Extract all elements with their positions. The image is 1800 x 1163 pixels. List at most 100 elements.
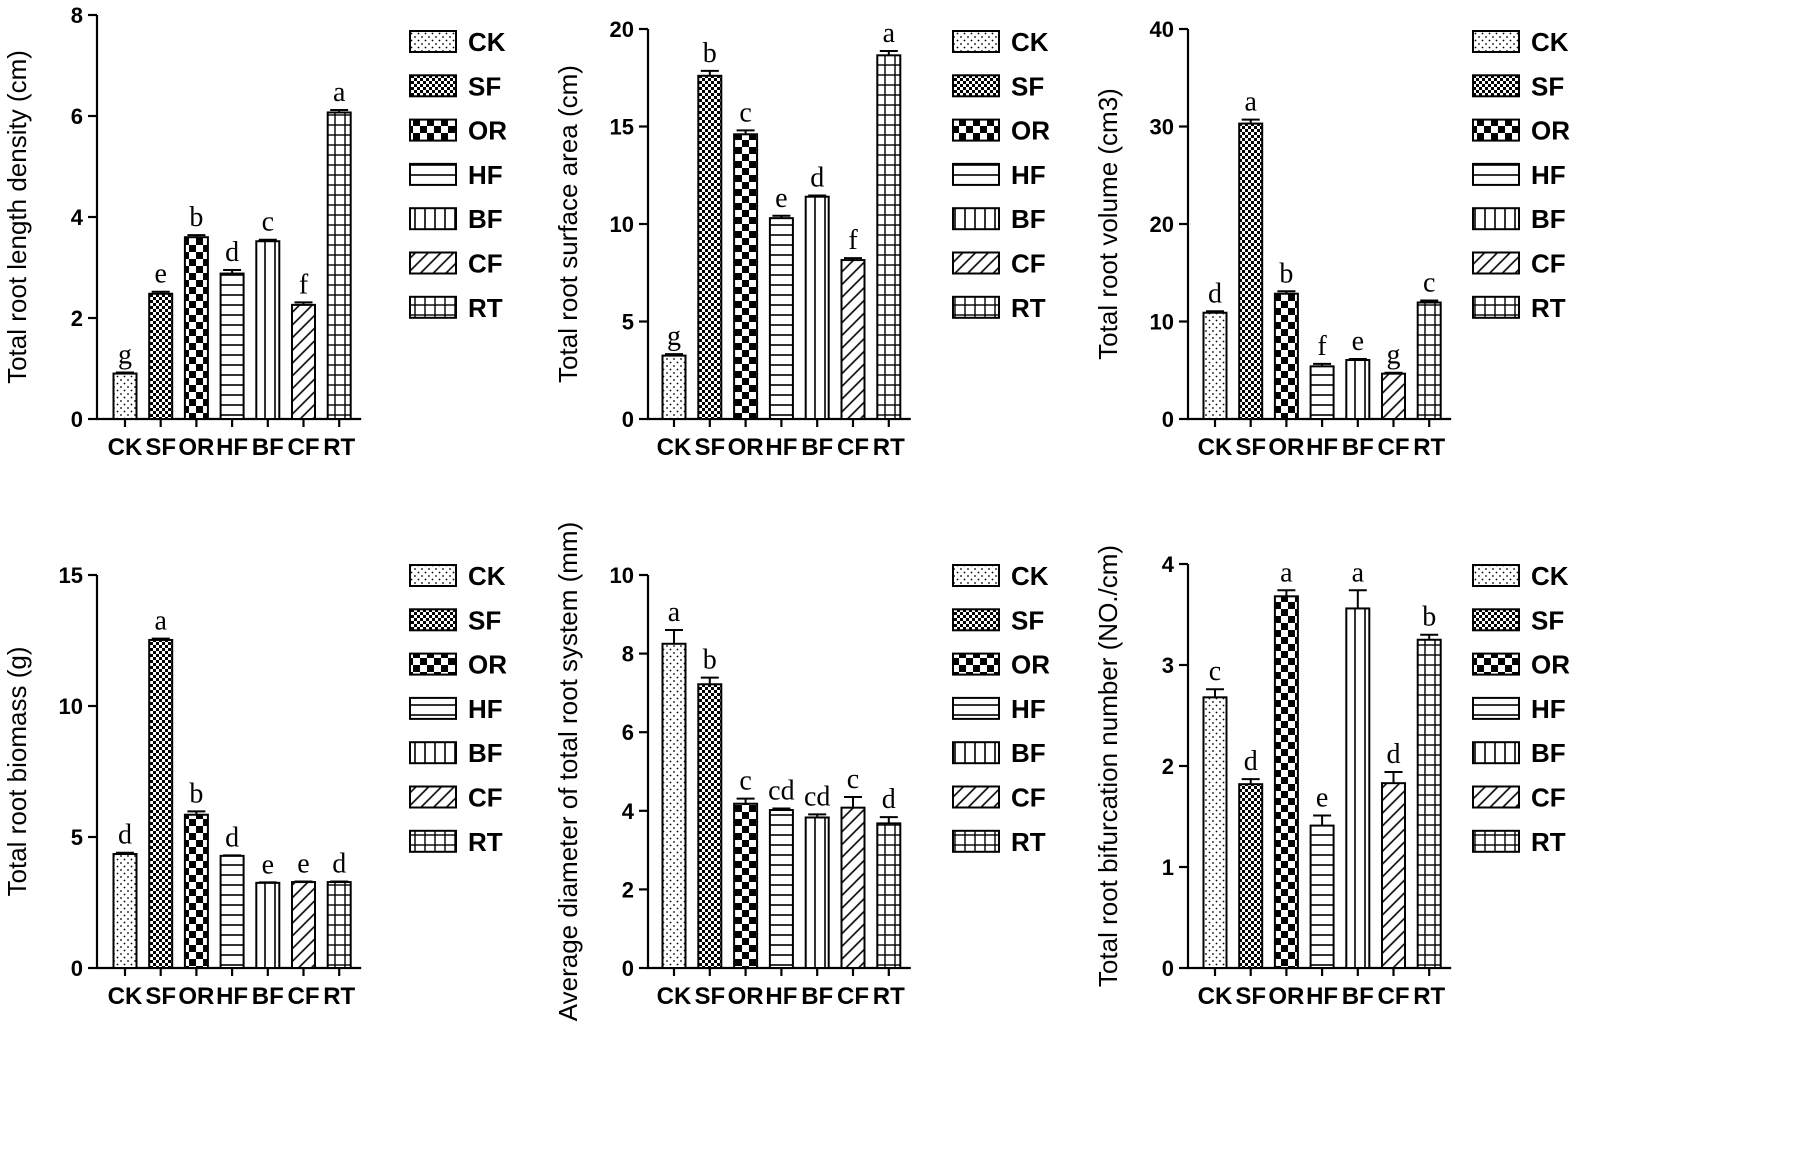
significance-letter: b — [1279, 258, 1293, 289]
x-tick-label: RT — [1413, 434, 1445, 461]
legend-swatch — [409, 741, 457, 765]
significance-letter: c — [1423, 268, 1435, 299]
significance-letter: c — [262, 207, 274, 238]
legend-item-cf: CF — [409, 249, 503, 279]
bar-rt — [1416, 638, 1442, 969]
legend-item-ck: CK — [952, 27, 1049, 57]
legend-item-cf: CF — [1472, 783, 1566, 813]
legend-item-sf: SF — [952, 605, 1044, 635]
significance-letter: b — [189, 778, 203, 809]
x-tick-label: OR — [1268, 434, 1304, 461]
y-tick-label: 20 — [610, 17, 634, 42]
bar-ck — [661, 354, 687, 420]
legend-swatch — [952, 30, 1000, 53]
legend-swatch — [1472, 251, 1520, 275]
y-tick-label: 2 — [1162, 754, 1174, 779]
y-tick-label: 0 — [622, 956, 634, 981]
legend-item-bf: BF — [952, 738, 1046, 768]
y-axis-title: Total root volume (cm3) — [1093, 88, 1123, 360]
legend-item-ck: CK — [409, 561, 506, 591]
x-axis: CK SF OR HF BF CF RT — [96, 966, 362, 1010]
y-tick-label: 10 — [59, 694, 83, 719]
x-tick-label: HF — [216, 983, 248, 1010]
legend-label: CK — [1011, 561, 1049, 591]
y-tick-label: 4 — [622, 799, 635, 824]
y-tick-label: 6 — [622, 720, 634, 745]
bar-hf — [1309, 365, 1335, 421]
legend-item-cf: CF — [952, 249, 1046, 279]
x-tick-label: HF — [216, 434, 248, 461]
y-tick-label: 5 — [71, 825, 83, 850]
x-tick-label: CK — [108, 983, 143, 1010]
y-axis: 0 1 2 3 4 — [1162, 552, 1190, 981]
legend: CK SF OR HF BF CF RT — [409, 27, 507, 323]
bar-cf — [840, 259, 866, 421]
panel-bifurcation-number: 0 1 2 3 4 Total root bifurcation number (NO.… — [1093, 545, 1570, 1010]
legend-swatch — [409, 696, 457, 720]
significance-letter: f — [299, 269, 309, 300]
legend-label: CK — [1011, 27, 1049, 57]
significance-letter: a — [1244, 87, 1257, 118]
x-tick-label: OR — [178, 434, 214, 461]
bar-bf — [255, 240, 281, 420]
x-tick-label: SF — [1235, 434, 1266, 461]
significance-letter: d — [882, 784, 896, 815]
legend-item-bf: BF — [1472, 738, 1566, 768]
x-tick-label: BF — [252, 983, 284, 1010]
legend-swatch — [1472, 829, 1520, 853]
legend-item-sf: SF — [1472, 605, 1564, 635]
legend-swatch — [1472, 207, 1520, 231]
significance-letter: a — [1280, 557, 1293, 588]
legend-item-or: OR — [1472, 116, 1570, 146]
x-tick-label: RT — [1413, 983, 1445, 1010]
bar-cf — [291, 881, 316, 970]
bar-sf — [148, 638, 174, 969]
x-tick-label: CF — [288, 434, 320, 461]
significance-letter: a — [668, 597, 681, 628]
legend-label: OR — [1531, 116, 1570, 146]
x-tick-label: CF — [1378, 983, 1410, 1010]
y-axis: 0 2 4 6 8 — [71, 3, 99, 432]
legend-label: OR — [1531, 650, 1570, 680]
bar-or — [733, 802, 759, 970]
legend-swatch — [952, 295, 1000, 319]
legend-swatch — [952, 608, 1000, 632]
x-tick-label: SF — [694, 434, 725, 461]
legend-label: CF — [1531, 249, 1566, 279]
legend-swatch — [952, 741, 1000, 765]
legend-label: SF — [1011, 605, 1044, 635]
significance-letter: e — [1352, 326, 1364, 357]
legend-label: HF — [468, 160, 503, 190]
legend-item-or: OR — [409, 116, 507, 146]
y-tick-label: 10 — [1150, 310, 1174, 335]
legend-swatch — [409, 74, 457, 98]
significance-letter: a — [883, 18, 896, 49]
significance-letter: e — [297, 849, 309, 880]
x-axis: CK SF OR HF BF CF RT — [96, 417, 362, 461]
x-tick-label: CF — [1378, 434, 1410, 461]
bar-bf — [1345, 607, 1371, 969]
significance-letter: g — [1387, 340, 1401, 371]
bar-or — [733, 133, 759, 421]
legend-item-or: OR — [952, 650, 1050, 680]
bar-hf — [219, 272, 245, 420]
y-tick-label: 3 — [1162, 653, 1174, 678]
y-axis: 0 10 20 30 40 — [1150, 17, 1190, 432]
bar-sf — [697, 683, 723, 970]
panel-root-surface-area: 0 5 10 15 20 Total root surface area (cm) CK… — [553, 17, 1050, 461]
legend-item-bf: BF — [952, 204, 1046, 234]
y-tick-label: 15 — [610, 115, 634, 140]
bar-ck — [112, 372, 138, 420]
legend-item-cf: CF — [409, 783, 503, 813]
legend-label: BF — [1011, 204, 1046, 234]
significance-letter: b — [1422, 602, 1436, 633]
legend-label: RT — [468, 827, 503, 857]
legend: CK SF OR HF BF CF RT — [1472, 27, 1570, 323]
y-axis-title: Average diameter of total root system (m… — [553, 522, 583, 1021]
legend-label: HF — [1531, 694, 1566, 724]
legend-item-bf: BF — [1472, 204, 1566, 234]
y-axis-title: Total root biomass (g) — [2, 647, 32, 897]
